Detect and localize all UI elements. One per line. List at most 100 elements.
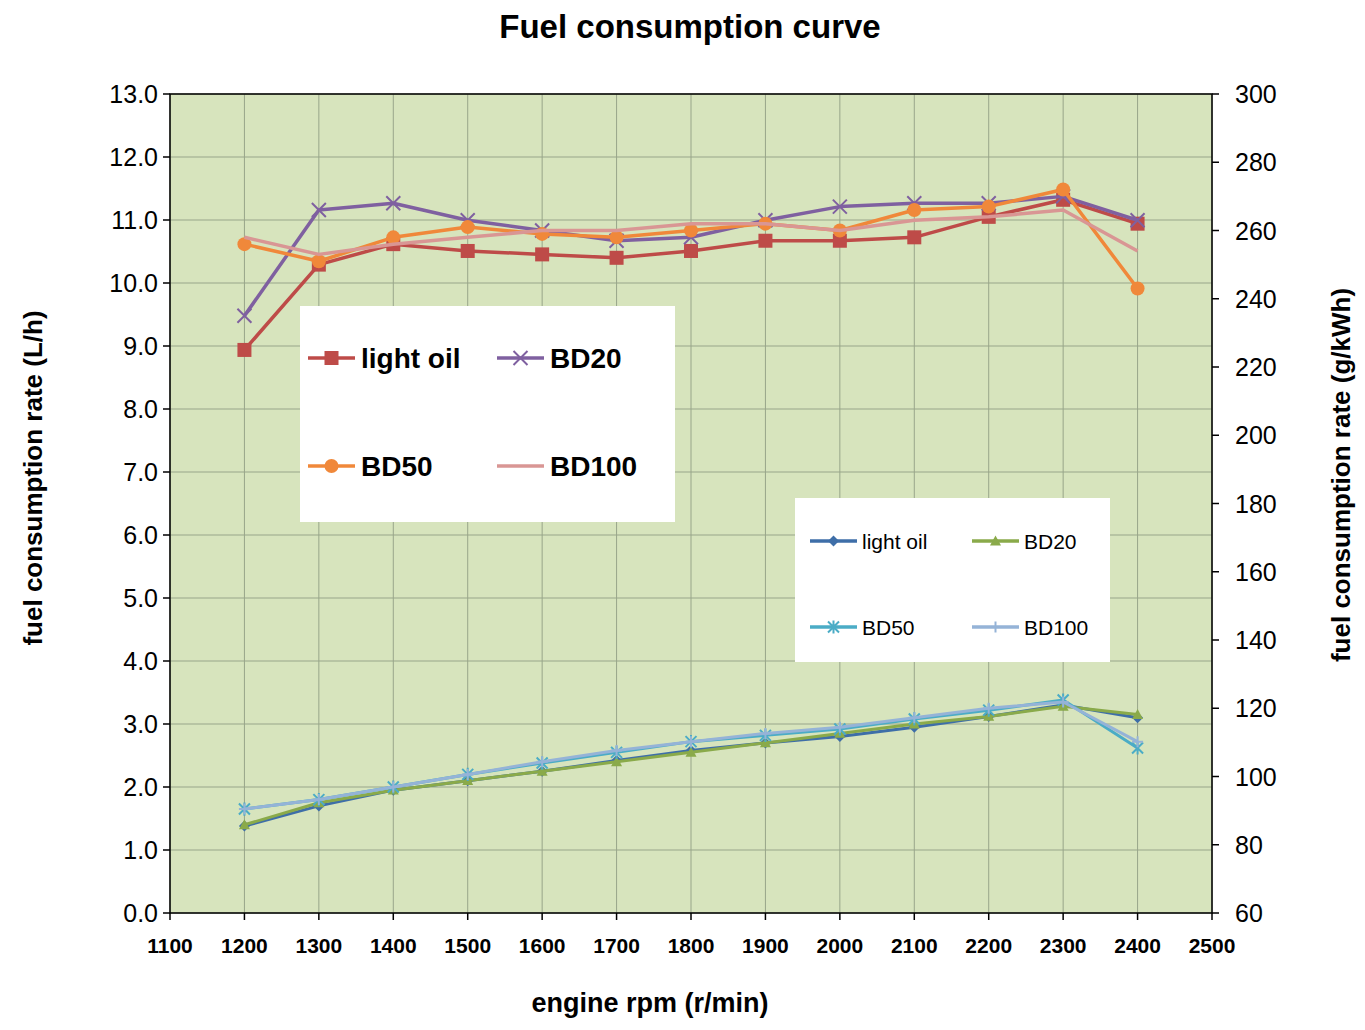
series-line (244, 706, 1137, 824)
legend: light oil BD20 BD50 BD100 (795, 498, 1110, 662)
y2-tick (1212, 708, 1219, 710)
x-tick-label: 2200 (965, 934, 1012, 957)
series-marker (239, 819, 250, 829)
y-tick (163, 345, 170, 347)
x-tick (541, 913, 543, 920)
series-marker (239, 804, 250, 815)
legend-label: BD100 (1024, 616, 1088, 639)
series-marker (834, 722, 845, 735)
series (244, 210, 1137, 254)
y2-tick-label: 240 (1235, 285, 1277, 313)
legend-box (300, 306, 675, 522)
series-marker (237, 309, 251, 323)
y2-tick-label: 160 (1235, 558, 1277, 586)
legend-label: BD20 (1024, 530, 1077, 553)
x-tick (1062, 913, 1064, 920)
x-tick (914, 913, 916, 920)
x-tick (244, 913, 246, 920)
series-marker (313, 794, 324, 805)
legend-box (795, 498, 1110, 662)
y2-tick (1212, 776, 1219, 778)
legend-label: BD50 (361, 451, 433, 482)
legend-label: light oil (361, 343, 461, 374)
y-tick (163, 219, 170, 221)
series-line (244, 702, 1137, 809)
series (237, 183, 1144, 296)
y2-tick (1212, 162, 1219, 164)
series (239, 693, 1143, 815)
series (237, 189, 1144, 322)
x-tick (765, 913, 767, 920)
y-tick-label: 5.0 (123, 584, 158, 612)
y2-tick-label: 60 (1235, 899, 1263, 927)
legend-label: BD50 (862, 616, 915, 639)
y2-tick-label: 300 (1235, 80, 1277, 108)
series-marker (1131, 282, 1145, 296)
series-marker (907, 230, 921, 244)
y2-tick-label: 140 (1235, 626, 1277, 654)
x-tick-label: 1400 (370, 934, 417, 957)
y-tick-label: 3.0 (123, 710, 158, 738)
y-tick (163, 408, 170, 410)
series-marker (537, 756, 548, 767)
background (0, 0, 1365, 1030)
series-marker (983, 703, 994, 714)
x-tick (393, 913, 395, 920)
legend-marker (828, 536, 839, 547)
y-tick-label: 2.0 (123, 773, 158, 801)
series-marker (686, 736, 697, 747)
series-marker (834, 722, 845, 733)
x-tick-label: 1500 (444, 934, 491, 957)
y2-tick-label: 80 (1235, 831, 1263, 859)
y2-tick (1212, 639, 1219, 641)
x-tick-label: 2500 (1189, 934, 1236, 957)
series (239, 700, 1143, 832)
legend-label: light oil (862, 530, 927, 553)
y-tick-label: 1.0 (123, 836, 158, 864)
x-tick-label: 1800 (668, 934, 715, 957)
series-marker (833, 200, 847, 214)
y2-tick (1212, 230, 1219, 232)
y-tick-label: 12.0 (109, 143, 158, 171)
y2-tick (1212, 912, 1219, 914)
plot-area (170, 94, 1212, 913)
series-marker (610, 230, 624, 244)
y-tick (163, 597, 170, 599)
y2-tick (1212, 844, 1219, 846)
series-marker (909, 712, 920, 723)
y2-tick (1212, 366, 1219, 368)
x-tick-label: 2300 (1040, 934, 1087, 957)
grid-line-x (691, 94, 692, 913)
legend-label: BD100 (550, 451, 637, 482)
y-tick (163, 912, 170, 914)
series-marker (462, 768, 473, 781)
y-tick-label: 7.0 (123, 458, 158, 486)
y-tick (163, 156, 170, 158)
y-tick (163, 660, 170, 662)
series-marker (982, 200, 996, 214)
y-tick-label: 11.0 (111, 206, 158, 234)
y2-tick (1212, 435, 1219, 437)
series-line (244, 190, 1137, 289)
series-marker (686, 735, 697, 748)
legend-label: BD20 (550, 343, 622, 374)
x-tick-label: 1900 (742, 934, 789, 957)
y-tick (163, 723, 170, 725)
x-tick (1211, 913, 1213, 920)
y2-tick-label: 280 (1235, 148, 1277, 176)
series-line (244, 700, 1137, 809)
y-tick-label: 13.0 (109, 80, 158, 108)
plot-frame (170, 94, 1212, 913)
y-tick (163, 471, 170, 473)
series-marker (388, 782, 399, 793)
legend-marker (828, 620, 839, 633)
series-marker (313, 793, 324, 806)
series-marker (312, 254, 326, 268)
legend-marker (990, 622, 1001, 633)
series-marker (386, 196, 400, 210)
series-marker (1056, 183, 1070, 197)
x-tick (169, 913, 171, 920)
y-tick (163, 282, 170, 284)
series-marker (758, 234, 772, 248)
series-marker (611, 745, 622, 756)
